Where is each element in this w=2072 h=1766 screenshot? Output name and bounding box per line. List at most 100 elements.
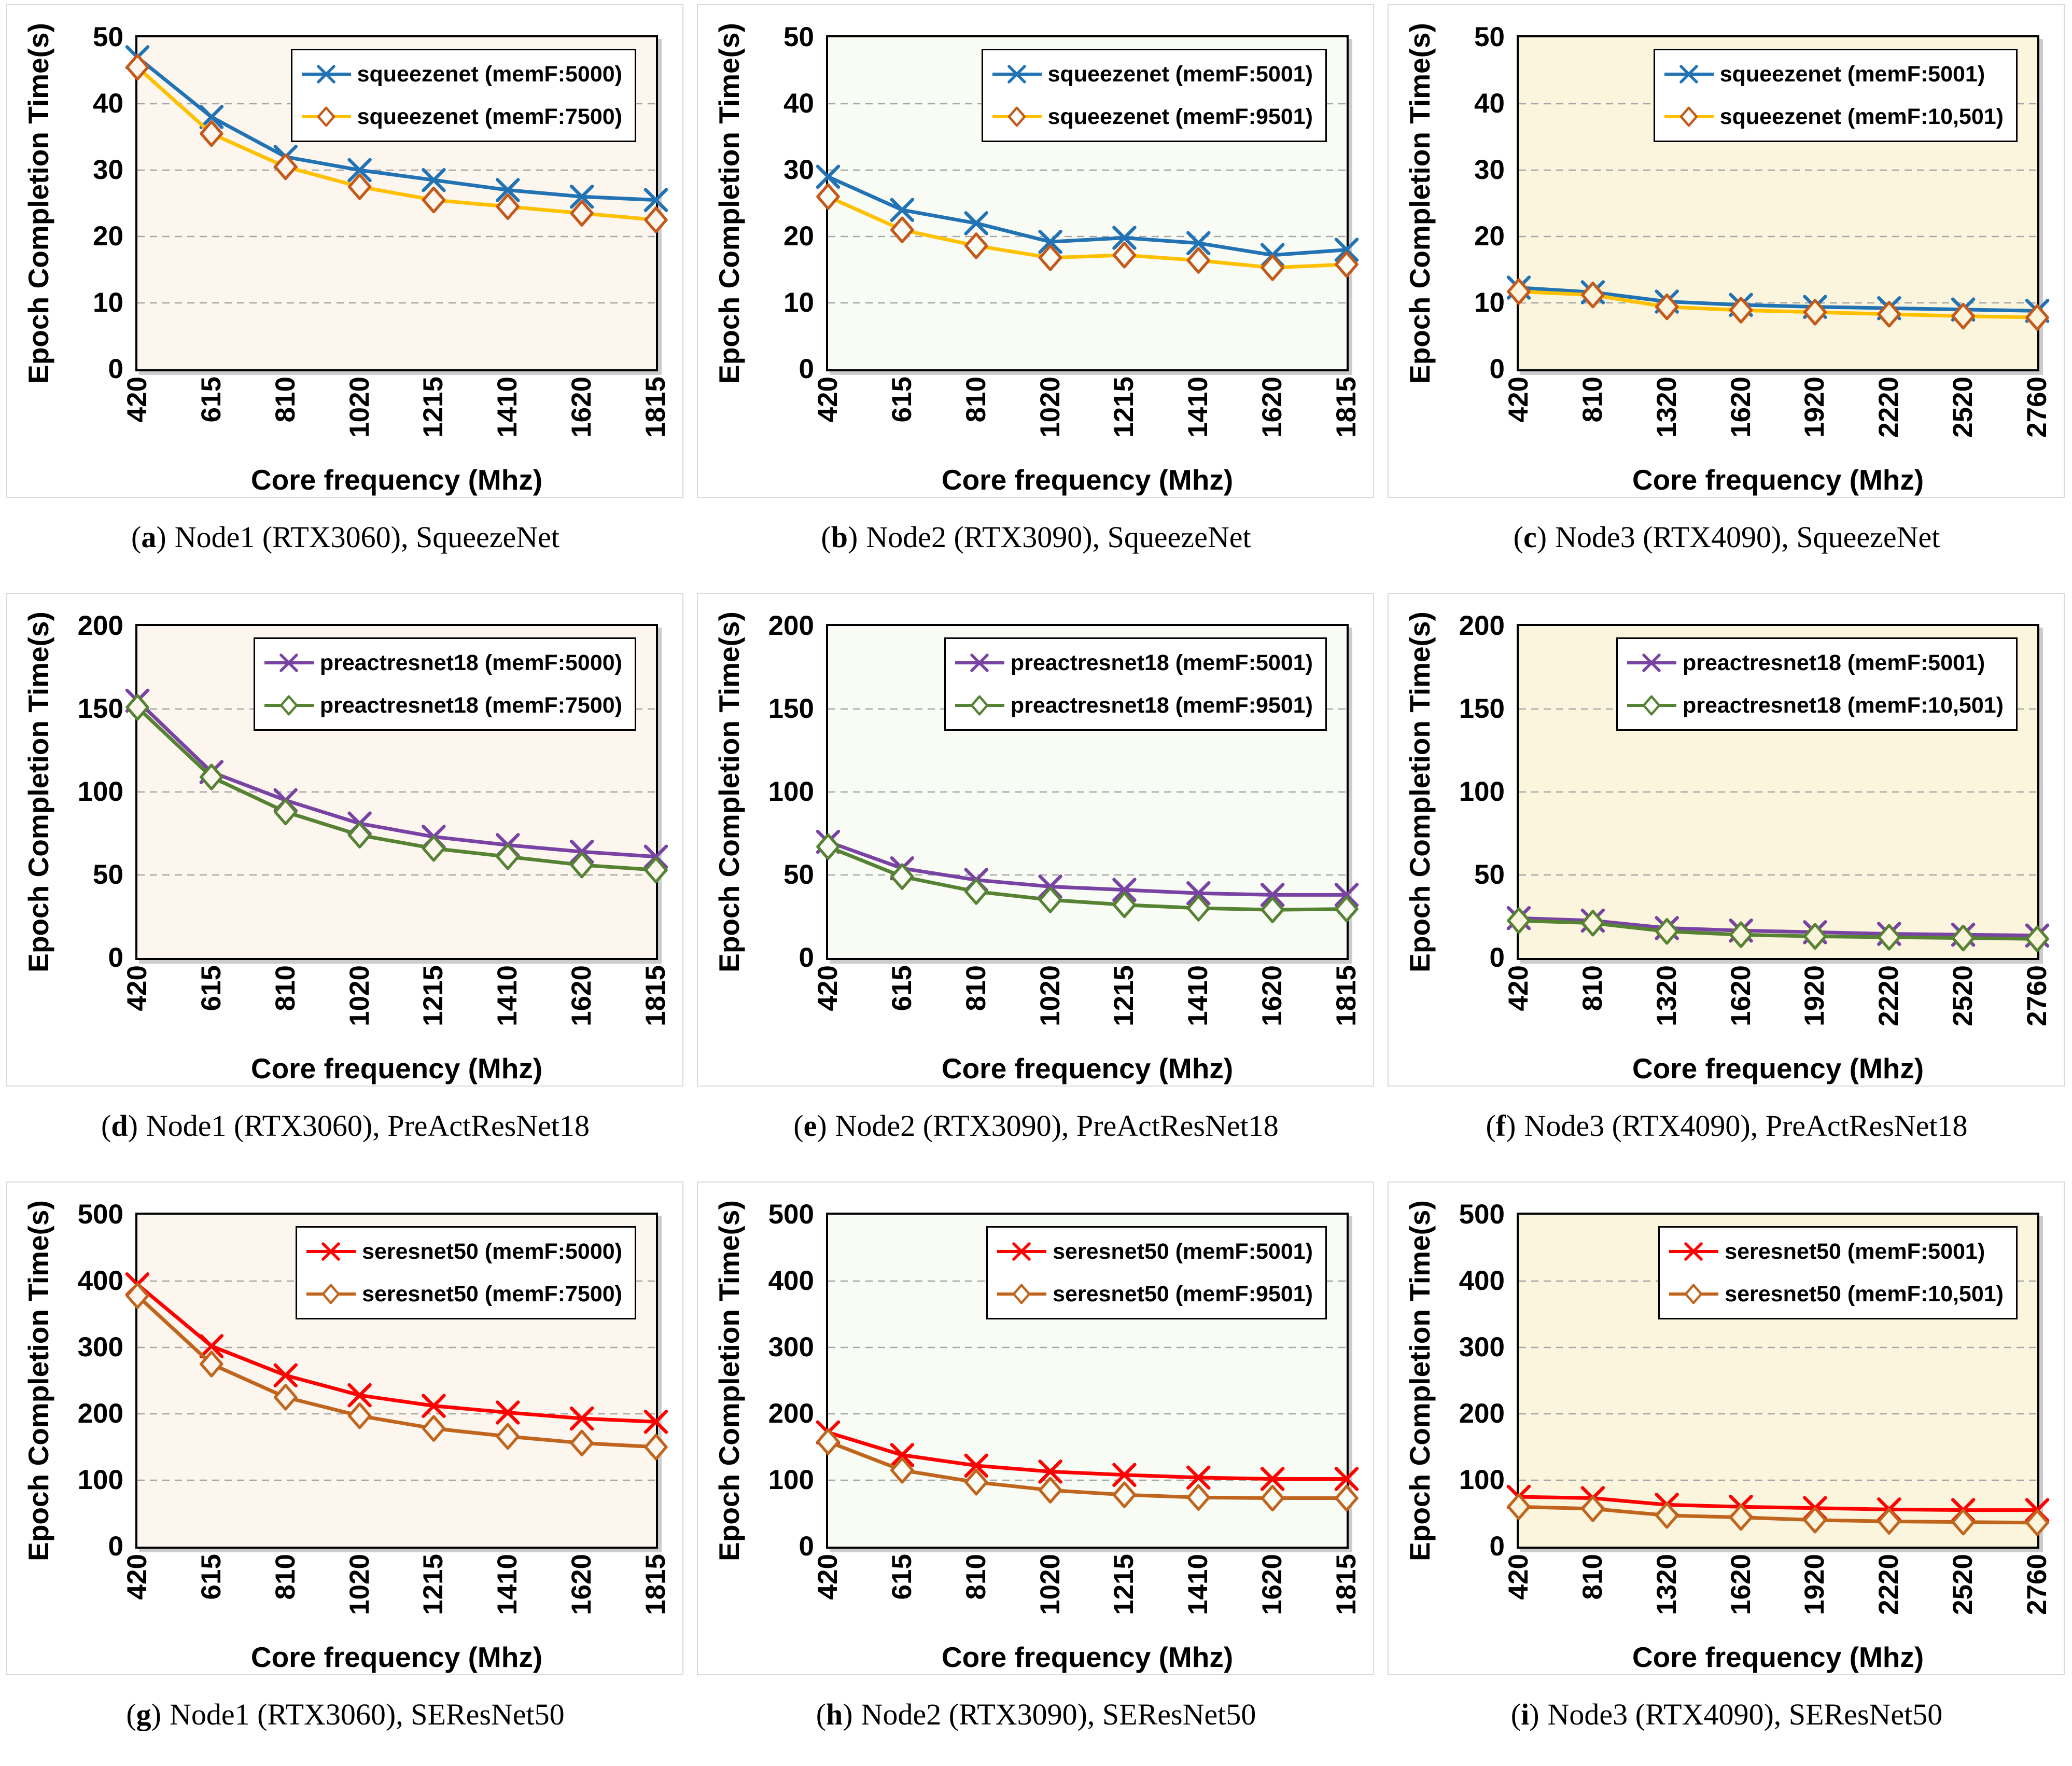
legend-label: seresnet50 (memF:5000)	[362, 1239, 622, 1264]
legend-entry: seresnet50 (memF:7500)	[306, 1280, 622, 1309]
x-axis-title: Core frequency (Mhz)	[250, 464, 543, 496]
caption-letter: h	[826, 1698, 843, 1731]
diamond-marker	[1335, 1484, 1359, 1512]
caption-text: Node2 (RTX3090), PreActResNet18	[835, 1109, 1279, 1143]
series-line-0	[135, 699, 658, 859]
legend-entry: seresnet50 (memF:5001)	[1669, 1237, 2004, 1266]
y-tick-label: 50	[93, 22, 123, 52]
x-marker	[643, 188, 668, 212]
legend-marker-sample	[306, 1284, 356, 1304]
subplot-caption: (c) Node3 (RTX4090), SqueezeNet	[1381, 520, 2072, 554]
y-tick-label: 150	[1459, 693, 1505, 724]
diamond-marker	[317, 106, 335, 127]
diamond-marker	[1038, 244, 1062, 271]
diamond-marker	[1507, 278, 1531, 305]
diamond-marker	[1581, 281, 1605, 309]
x-tick-label: 615	[195, 1554, 227, 1600]
legend-label: squeezenet (memF:5001)	[1047, 61, 1313, 87]
y-tick-label: 40	[783, 88, 814, 119]
diamond-marker	[496, 1423, 520, 1450]
diamond-marker	[496, 193, 520, 220]
x-axis-title: Core frequency (Mhz)	[941, 1052, 1234, 1084]
x-marker	[1679, 65, 1698, 84]
diamond-marker	[279, 695, 298, 716]
x-tick-label: 2760	[2022, 1554, 2052, 1615]
caption-text: Node1 (RTX3060), PreActResNet18	[146, 1109, 590, 1143]
diamond-marker	[1261, 896, 1284, 923]
x-tick-label: 1215	[418, 377, 449, 438]
x-tick-label: 1215	[418, 965, 449, 1026]
diamond-marker	[1951, 302, 1975, 330]
x-tick-label: 1215	[1109, 965, 1140, 1026]
y-tick-label: 150	[768, 693, 814, 724]
y-tick-label: 100	[77, 1465, 123, 1495]
legend-label: seresnet50 (memF:5001)	[1725, 1239, 1985, 1264]
x-marker	[496, 1400, 520, 1425]
chart-panel-h: Epoch Completion Time(s) 0 100 200 300 400 50…	[691, 1177, 1381, 1766]
series-line-1	[1517, 289, 2039, 319]
caption-text: Node3 (RTX4090), PreActResNet18	[1524, 1109, 1968, 1143]
y-tick-label: 20	[93, 221, 123, 252]
legend-entry: preactresnet18 (memF:5001)	[1627, 648, 2004, 677]
caption-open-paren: (	[101, 1109, 111, 1143]
legend-entry: preactresnet18 (memF:5000)	[264, 648, 622, 677]
x-tick-label: 810	[1577, 965, 1608, 1011]
diamond-marker	[644, 856, 668, 884]
diamond-marker	[816, 1428, 840, 1455]
diamond-marker	[1186, 247, 1211, 274]
diamond-marker	[1803, 1507, 1827, 1534]
y-tick-label: 200	[768, 1398, 814, 1429]
x-tick-label: 1215	[418, 1554, 449, 1615]
x-marker	[347, 158, 372, 183]
x-marker	[1007, 65, 1026, 84]
legend-marker-sample	[264, 695, 314, 716]
diamond-marker	[1112, 242, 1137, 269]
legend-label: preactresnet18 (memF:5000)	[319, 650, 622, 675]
diamond-marker	[1877, 301, 1901, 328]
x-tick-label: 1410	[1183, 1554, 1214, 1615]
x-marker	[1334, 1467, 1359, 1491]
legend-entry: preactresnet18 (memF:7500)	[264, 691, 622, 720]
legend-entry: preactresnet18 (memF:10,501)	[1627, 691, 2004, 720]
chart-panel-a: Epoch Completion Time(s) 0 10 20 30 40 50 420…	[0, 0, 691, 589]
y-tick-label: 0	[799, 354, 814, 384]
legend-box: preactresnet18 (memF:5000) preactresnet18…	[253, 637, 636, 731]
x-tick-label: 1020	[1034, 377, 1066, 438]
diamond-marker	[964, 878, 988, 905]
y-tick-label: 0	[1489, 1531, 1505, 1562]
plot-canvas	[125, 688, 668, 884]
x-tick-label: 1620	[566, 1554, 597, 1615]
y-tick-label: 200	[77, 610, 123, 641]
subplot-caption: (h) Node2 (RTX3090), SEResNet50	[691, 1697, 1381, 1732]
diamond-marker	[1261, 254, 1284, 281]
legend-box: squeezenet (memF:5000) squeezenet (memF:7…	[290, 49, 636, 142]
x-marker	[199, 105, 224, 129]
diamond-marker	[890, 216, 914, 243]
x-marker	[890, 1443, 915, 1467]
x-tick-label: 1620	[566, 377, 597, 438]
diamond-marker	[125, 53, 149, 81]
x-tick-label: 1920	[1799, 965, 1830, 1026]
y-tick-label: 0	[1489, 354, 1505, 384]
diamond-marker	[644, 206, 668, 233]
legend-label: preactresnet18 (memF:5001)	[1010, 650, 1313, 675]
legend-label: squeezenet (memF:9501)	[1047, 104, 1313, 129]
legend-marker-sample	[301, 106, 351, 127]
diamond-marker	[1877, 1508, 1901, 1535]
legend-marker-sample	[1664, 65, 1714, 84]
legend-marker-sample	[997, 1284, 1047, 1304]
legend-marker-sample	[1627, 653, 1676, 672]
x-marker	[1334, 238, 1359, 262]
legend-label: seresnet50 (memF:9501)	[1053, 1281, 1313, 1306]
legend-marker-sample	[1669, 1284, 1719, 1304]
diamond-marker	[570, 1429, 594, 1457]
y-tick-label: 0	[799, 1531, 814, 1562]
series-line-1	[135, 705, 658, 872]
subplot-caption: (a) Node1 (RTX3060), SqueezeNet	[0, 520, 691, 554]
legend-entry: preactresnet18 (memF:9501)	[955, 691, 1313, 720]
caption-text: Node1 (RTX3060), SEResNet50	[169, 1698, 565, 1731]
y-tick-label: 50	[783, 859, 814, 890]
x-tick-label: 1020	[344, 377, 375, 438]
legend-marker-sample	[992, 106, 1042, 127]
